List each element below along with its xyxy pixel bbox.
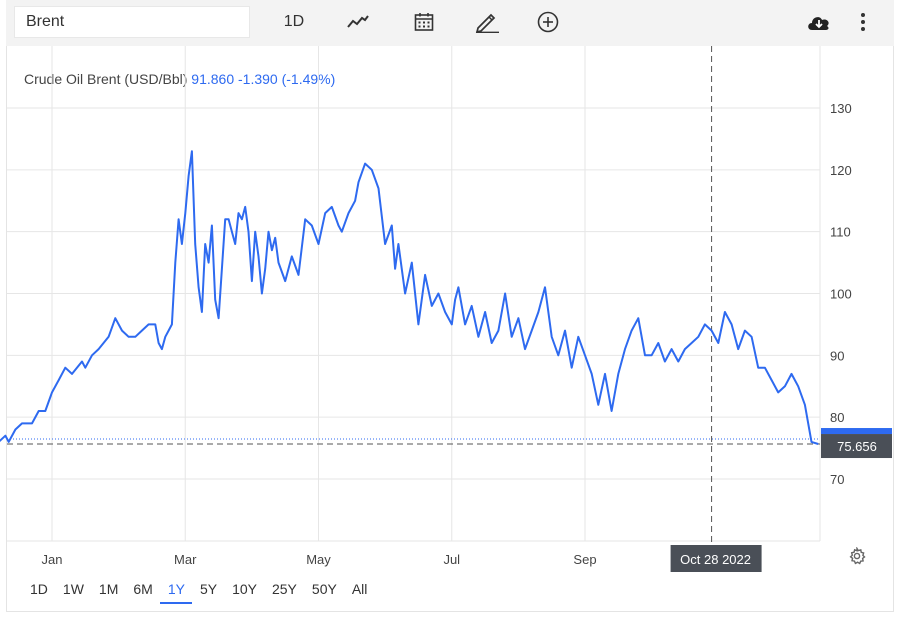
x-tick-label: Mar — [174, 552, 197, 567]
y-tick-label: 80 — [830, 410, 844, 425]
interval-button[interactable]: 1D — [283, 13, 305, 30]
range-button-all[interactable]: All — [351, 581, 368, 597]
change-percent: (-1.49%) — [281, 71, 336, 87]
axis-labels: 75.656 Oct 28 2022 — [670, 428, 892, 572]
x-tick-label: Sep — [573, 552, 596, 567]
y-tick-label: 90 — [830, 348, 844, 363]
calendar-icon[interactable] — [412, 8, 436, 36]
pencil-icon[interactable] — [473, 8, 501, 36]
reference-lines — [7, 46, 820, 546]
change-value: -1.390 — [238, 71, 278, 87]
y-tick-label: 70 — [830, 472, 844, 487]
range-button-10y[interactable]: 10Y — [232, 581, 257, 597]
more-vertical-icon[interactable] — [853, 8, 873, 36]
range-button-1m[interactable]: 1M — [98, 581, 119, 597]
x-tick-label: Jul — [443, 552, 460, 567]
range-button-50y[interactable]: 50Y — [311, 581, 337, 597]
y-tick-label: 130 — [830, 101, 852, 116]
x-axis: Jan Mar May Jul Sep — [42, 552, 597, 567]
range-button-1d[interactable]: 1D — [30, 581, 48, 597]
add-circle-icon[interactable] — [536, 8, 560, 36]
search-input[interactable]: Brent — [14, 6, 250, 38]
crosshair-date-label: Oct 28 2022 — [680, 552, 751, 567]
chart-frame — [6, 0, 894, 612]
line-chart-icon[interactable] — [345, 8, 371, 36]
range-button-25y[interactable]: 25Y — [271, 581, 297, 597]
y-tick-label: 120 — [830, 163, 852, 178]
chart-title: Crude Oil Brent (USD/Bbl) 91.860 -1.390 … — [24, 71, 335, 87]
y-axis: 70 80 90 100 110 120 130 — [830, 101, 852, 487]
range-selector: 1D 1W 1M 6M 1Y 5Y 10Y 25Y 50Y All — [22, 580, 374, 604]
crosshair-date-tag — [670, 545, 762, 572]
range-button-5y[interactable]: 5Y — [199, 581, 218, 597]
current-value-tag — [821, 434, 892, 459]
price-series-line — [0, 150, 819, 445]
range-button-1w[interactable]: 1W — [62, 581, 84, 597]
x-tick-label: May — [306, 552, 331, 567]
x-tick-label: Jan — [42, 552, 63, 567]
cloud-download-icon[interactable] — [806, 8, 832, 36]
grid — [7, 46, 821, 542]
current-value-label: 75.656 — [837, 439, 877, 454]
range-button-6m[interactable]: 6M — [133, 581, 153, 597]
series — [0, 150, 819, 445]
y-tick-label: 100 — [830, 287, 852, 302]
current-price-marker — [821, 428, 892, 435]
settings-gear-icon[interactable] — [848, 546, 866, 570]
range-button-1y[interactable]: 1Y — [159, 580, 193, 604]
series-name: Crude Oil Brent (USD/Bbl) — [24, 71, 188, 87]
last-value: 91.860 — [191, 71, 235, 87]
y-tick-label: 110 — [830, 225, 851, 240]
